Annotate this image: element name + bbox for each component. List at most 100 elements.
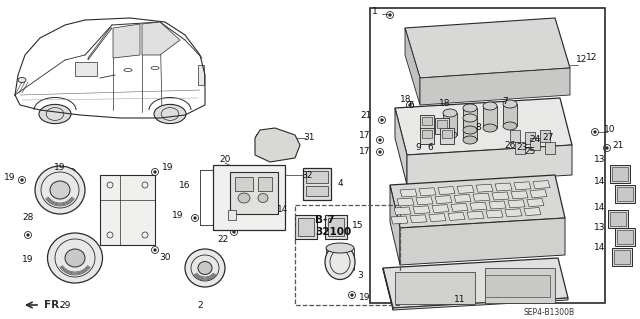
Ellipse shape	[264, 136, 286, 154]
Polygon shape	[407, 145, 572, 185]
Bar	[610, 212, 626, 226]
Polygon shape	[405, 28, 420, 105]
Circle shape	[438, 108, 442, 111]
Circle shape	[413, 111, 417, 113]
Text: 32100: 32100	[315, 227, 351, 237]
Bar	[306, 186, 328, 196]
Text: 4: 4	[337, 179, 343, 188]
Bar	[463, 108, 477, 130]
Text: 19: 19	[359, 293, 371, 302]
Bar	[100, 175, 155, 245]
Ellipse shape	[503, 122, 517, 130]
Bar	[440, 128, 454, 144]
Circle shape	[27, 234, 29, 236]
Bar	[435, 118, 449, 134]
Bar	[420, 128, 434, 144]
Text: 13: 13	[593, 224, 605, 233]
Bar	[422, 130, 432, 138]
Text: 30: 30	[159, 254, 171, 263]
Bar	[328, 218, 344, 236]
Polygon shape	[489, 201, 506, 209]
Bar	[615, 228, 635, 246]
Bar	[75, 62, 97, 76]
Polygon shape	[435, 196, 452, 204]
Ellipse shape	[198, 262, 212, 275]
Polygon shape	[413, 206, 430, 214]
Text: 19: 19	[4, 173, 16, 182]
Polygon shape	[524, 208, 541, 216]
Text: 24: 24	[529, 136, 541, 145]
Text: 14: 14	[594, 243, 605, 253]
Ellipse shape	[154, 104, 186, 123]
Polygon shape	[495, 183, 512, 191]
Ellipse shape	[18, 78, 26, 83]
Text: 28: 28	[22, 213, 34, 222]
Polygon shape	[448, 212, 465, 220]
Bar	[303, 168, 331, 200]
Bar	[235, 177, 253, 191]
Bar	[610, 165, 630, 183]
Polygon shape	[390, 185, 400, 265]
Text: 23: 23	[516, 144, 528, 152]
Polygon shape	[410, 215, 427, 223]
Polygon shape	[530, 189, 547, 197]
Circle shape	[20, 179, 24, 182]
Polygon shape	[393, 298, 568, 310]
Bar	[545, 142, 555, 154]
Polygon shape	[383, 268, 393, 310]
Circle shape	[594, 130, 596, 133]
Text: 19: 19	[54, 164, 66, 173]
Bar	[485, 268, 555, 303]
Circle shape	[351, 293, 353, 296]
Circle shape	[193, 217, 196, 219]
Circle shape	[605, 147, 609, 149]
Polygon shape	[533, 181, 550, 189]
Polygon shape	[395, 108, 407, 185]
Text: 16: 16	[179, 181, 190, 189]
Ellipse shape	[463, 126, 477, 134]
Circle shape	[273, 174, 275, 176]
Ellipse shape	[185, 249, 225, 287]
Bar	[510, 130, 520, 142]
Bar	[612, 248, 632, 266]
Text: 9: 9	[415, 144, 421, 152]
Polygon shape	[527, 199, 544, 207]
Bar	[198, 65, 204, 85]
Text: 25: 25	[524, 147, 536, 157]
Ellipse shape	[326, 243, 354, 253]
Bar	[213, 165, 285, 230]
Ellipse shape	[325, 244, 355, 279]
Polygon shape	[88, 28, 112, 60]
Bar	[442, 130, 452, 138]
Text: 17: 17	[358, 147, 370, 157]
Text: 13: 13	[593, 155, 605, 165]
Text: 26: 26	[504, 140, 516, 150]
Text: 2: 2	[197, 300, 203, 309]
Text: 14: 14	[277, 205, 289, 214]
Bar	[306, 171, 328, 183]
Text: 18: 18	[400, 94, 412, 103]
Ellipse shape	[443, 109, 457, 117]
Text: 12: 12	[586, 54, 598, 63]
Polygon shape	[432, 204, 449, 212]
Polygon shape	[255, 128, 300, 162]
Ellipse shape	[463, 136, 477, 144]
Text: 12: 12	[576, 56, 588, 64]
Circle shape	[381, 119, 383, 122]
Bar	[617, 187, 633, 201]
Polygon shape	[473, 193, 490, 201]
Polygon shape	[419, 188, 436, 196]
Circle shape	[154, 171, 156, 174]
Text: 21: 21	[360, 112, 372, 121]
Text: 27: 27	[542, 133, 554, 143]
Bar	[608, 210, 628, 228]
Polygon shape	[142, 22, 180, 55]
Polygon shape	[390, 175, 565, 228]
Bar	[437, 120, 447, 128]
Polygon shape	[113, 24, 140, 58]
Polygon shape	[391, 216, 408, 224]
Bar	[420, 115, 434, 131]
Bar	[615, 185, 635, 203]
Text: 22: 22	[218, 235, 228, 244]
Text: 20: 20	[220, 155, 230, 165]
